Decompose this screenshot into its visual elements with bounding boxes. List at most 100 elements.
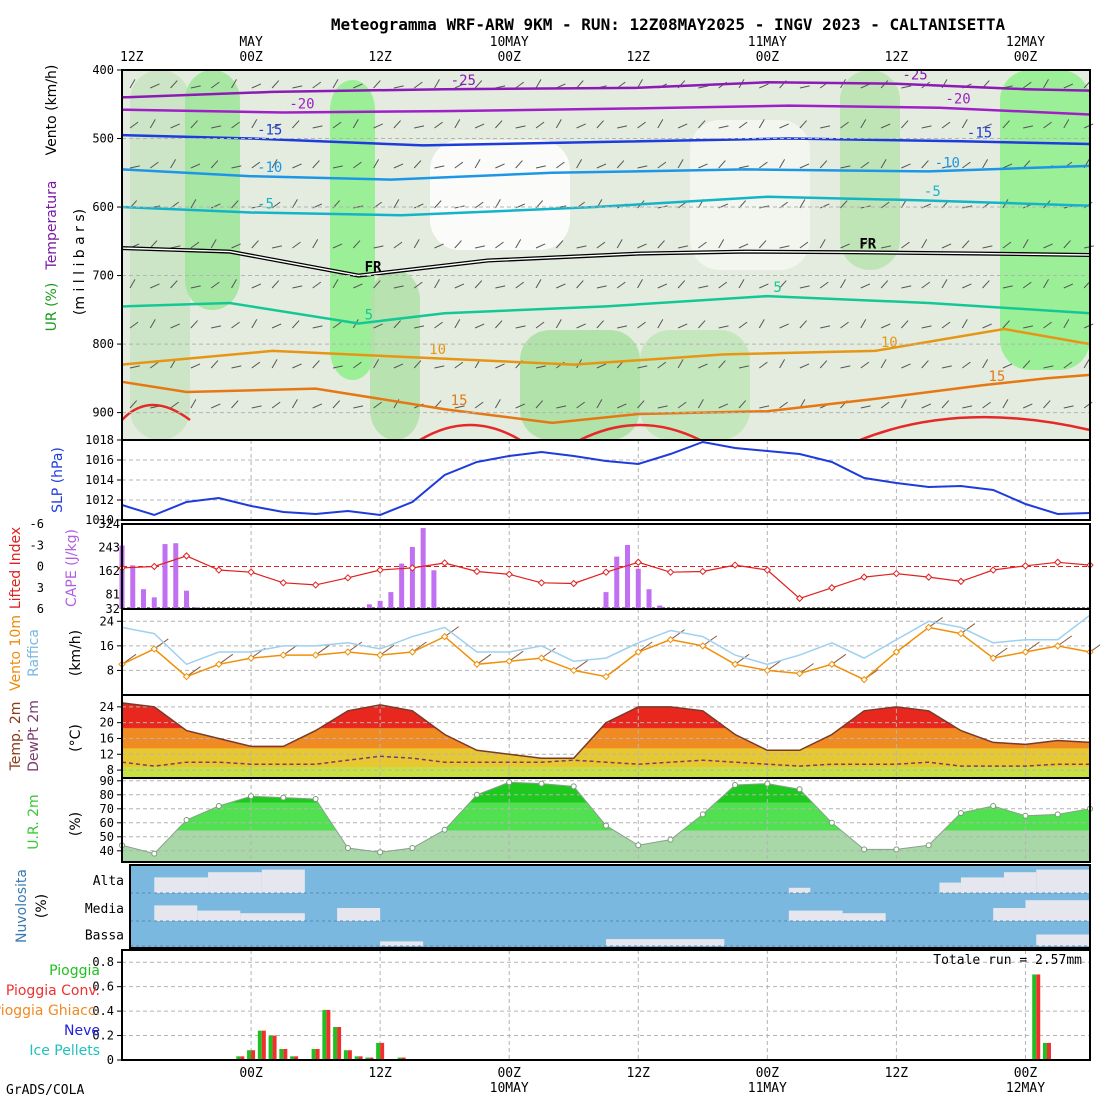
wind-barb xyxy=(474,80,483,89)
rh-point-2 xyxy=(183,817,190,823)
wind-barb xyxy=(434,165,445,169)
wind-barb xyxy=(231,321,240,329)
cloud-bassa-1 xyxy=(606,939,725,946)
precip-bar-rain-7 xyxy=(322,1009,327,1060)
wind-barb xyxy=(617,125,628,129)
wind-barb xyxy=(1083,123,1094,129)
rh-point-21 xyxy=(796,786,803,793)
wind-barb xyxy=(251,161,261,169)
wind-barb xyxy=(819,360,828,369)
wind-barb xyxy=(129,279,136,289)
wind-barb xyxy=(840,200,848,209)
li-tick-1: -3 xyxy=(30,538,44,552)
wind-barb xyxy=(880,359,887,369)
precip-bar-conv-13 xyxy=(401,1057,406,1060)
wind-barb xyxy=(677,280,686,289)
li-tick-4: 6 xyxy=(37,602,44,616)
wind-barb xyxy=(190,399,197,409)
wind-barb xyxy=(900,399,907,409)
humidity-patch-0 xyxy=(130,70,190,440)
wind-barb xyxy=(820,125,831,129)
wind-barb xyxy=(799,199,806,209)
wind-arrow-14 xyxy=(573,660,589,671)
wind-barb xyxy=(1002,399,1009,409)
wind-barb xyxy=(555,119,562,129)
wind-barb xyxy=(312,125,323,129)
wind-barb xyxy=(291,399,298,409)
wind-point-8 xyxy=(376,651,384,659)
isotherm-label-0-0: -25 xyxy=(451,73,476,89)
lifted-index-point-9 xyxy=(408,564,417,572)
y-tick-label-5: 90 xyxy=(100,774,114,788)
y-tick-label-3: 1016 xyxy=(85,453,114,467)
wind-barb xyxy=(353,405,364,409)
wind-barb xyxy=(474,159,481,169)
cape-bar-11 xyxy=(377,600,383,609)
rh-point-8 xyxy=(377,849,384,856)
wind-barb xyxy=(515,325,526,329)
wind-point-17 xyxy=(666,636,675,644)
wind-barb xyxy=(880,245,891,249)
precip-bar-conv-0 xyxy=(240,1056,245,1060)
wind-barb xyxy=(901,363,911,369)
wind-barb xyxy=(231,165,242,169)
top-axis-date-3: 10MAY xyxy=(490,35,529,50)
cloud-media-1 xyxy=(197,910,241,921)
wind-barb xyxy=(332,365,343,369)
wind-arrow-6 xyxy=(315,644,330,656)
wind-barb xyxy=(697,399,704,409)
wind-barb xyxy=(982,245,993,249)
wind-barb xyxy=(738,321,748,329)
wind-barb xyxy=(1083,323,1094,329)
bottom-axis-label-4: 00Z xyxy=(756,1066,780,1081)
wind-barb xyxy=(454,319,461,329)
rh-area xyxy=(122,782,1090,862)
isotherm-1 xyxy=(121,104,1091,116)
y-tick-label-0: 400 xyxy=(92,63,114,77)
upper-millibars-label: (m i l l i b a r s) xyxy=(72,209,88,315)
bottom-axis-label-5: 12Z xyxy=(885,1066,909,1081)
wind-barb xyxy=(352,119,359,129)
wind-barb xyxy=(312,239,319,249)
wind-barb xyxy=(515,281,525,289)
wind-point-18 xyxy=(699,642,707,650)
wind-barb xyxy=(271,245,282,249)
wind-barb xyxy=(271,201,281,209)
wind-barb xyxy=(921,325,932,329)
wind-barb xyxy=(698,163,708,169)
precip-bar-conv-1 xyxy=(251,1050,256,1060)
y-tick-label-3: 70 xyxy=(100,802,114,816)
wind-barb xyxy=(1002,320,1010,329)
wind-barb xyxy=(413,81,423,89)
wind-barb xyxy=(535,365,546,369)
wind-barb xyxy=(759,83,769,89)
wind-barb xyxy=(840,279,846,289)
cape-bar-10 xyxy=(366,604,372,609)
precip-bar-rain-0 xyxy=(236,1056,241,1060)
y-tick-label-4: 800 xyxy=(92,337,114,351)
wind-barb xyxy=(312,325,323,329)
wind-barb xyxy=(150,161,159,169)
wind-barb xyxy=(921,360,929,369)
wind-barb xyxy=(231,121,240,129)
precip-bar-conv-10 xyxy=(358,1056,363,1060)
wind-barb xyxy=(901,85,912,89)
cloud-bassa-0 xyxy=(380,941,424,946)
wind-barb xyxy=(535,121,545,129)
wind-barb xyxy=(779,159,786,169)
wind-barb xyxy=(576,245,587,249)
wind-barb xyxy=(738,365,749,369)
wind-barb xyxy=(860,119,867,129)
cape-bar-20 xyxy=(635,568,641,609)
slp-panel: 1010 1012 1014 1016 1018 xyxy=(85,433,1091,527)
wind-barb xyxy=(353,283,363,289)
wind-barb xyxy=(657,361,667,369)
wind-barb xyxy=(962,205,973,209)
cloud-media-4 xyxy=(788,910,843,921)
bottom-axis-label-2: 00Z xyxy=(497,1066,521,1081)
wind-barb xyxy=(454,240,462,249)
wind-barb xyxy=(150,83,160,89)
cloud-alta-2 xyxy=(261,869,305,893)
footer-label: GrADS/COLA xyxy=(6,1083,84,1098)
cloud-alta-4 xyxy=(939,882,961,893)
